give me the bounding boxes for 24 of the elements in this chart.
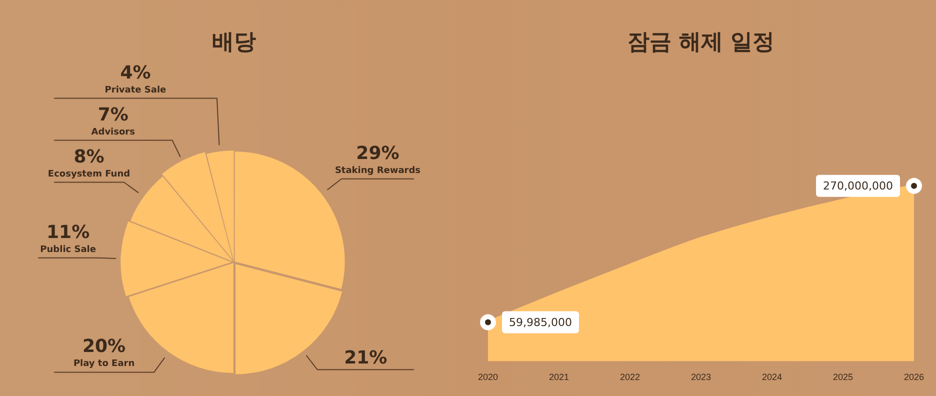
x-tick-label: 2024 — [762, 372, 782, 382]
data-label: 11% — [46, 222, 90, 243]
data-label: 270,000,000 — [823, 180, 893, 193]
slice-label: Private Sale — [104, 85, 166, 96]
data-label: 59,985,000 — [509, 316, 572, 330]
chart-title: 배당 — [212, 28, 256, 55]
x-tick-label: 2025 — [832, 372, 854, 382]
slice-label: Staking Rewards — [334, 166, 421, 176]
x-tick-label: 2023 — [690, 372, 712, 382]
x-tick-label: 2022 — [620, 372, 640, 382]
x-tick-label: 2020 — [478, 372, 498, 382]
data-label: 21% — [344, 348, 388, 369]
data-label: 8% — [74, 146, 104, 168]
x-tick-label: 2021 — [548, 372, 570, 382]
data-label: 4% — [120, 62, 151, 84]
slice-label: Play to Earn — [73, 359, 135, 370]
slice-label: Public Sale — [40, 244, 96, 255]
slice-label: Advisors — [91, 127, 135, 138]
data-label: 29% — [356, 142, 400, 164]
x-tick-label: 2026 — [904, 372, 924, 382]
chart-title: 잠금 해제 일정 — [627, 28, 775, 55]
slice-label: Ecosystem Fund — [48, 169, 130, 180]
data-label: 20% — [82, 336, 126, 358]
data-label: 7% — [98, 104, 128, 126]
